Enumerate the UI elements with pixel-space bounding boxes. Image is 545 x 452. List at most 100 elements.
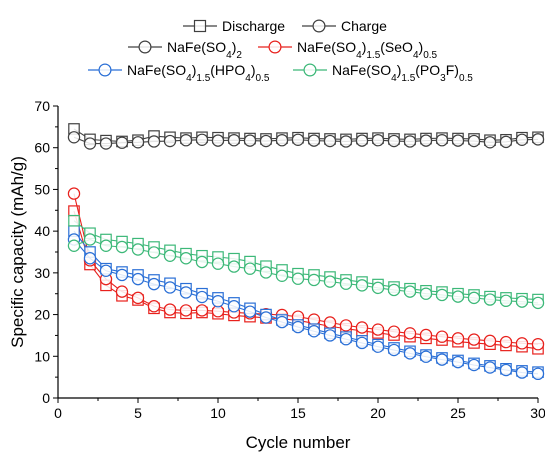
data-point-charge xyxy=(275,134,289,147)
data-point-charge xyxy=(371,340,385,353)
data-point-charge xyxy=(467,333,481,346)
data-point-charge xyxy=(163,281,177,294)
data-point-charge xyxy=(323,329,337,342)
data-point-charge xyxy=(259,311,273,324)
data-point-charge xyxy=(179,134,193,147)
data-point-charge xyxy=(515,366,529,379)
data-point-charge xyxy=(403,347,417,360)
data-point-charge xyxy=(355,279,369,292)
y-tick-label: 50 xyxy=(34,181,50,197)
data-point-charge xyxy=(531,296,545,310)
data-point-charge xyxy=(227,260,241,273)
data-point-charge xyxy=(243,262,257,275)
data-point-charge xyxy=(259,134,273,148)
data-point-charge xyxy=(227,300,241,313)
data-point-charge xyxy=(355,321,369,334)
legend-entry-discharge: Discharge xyxy=(222,18,285,34)
x-tick-label: 30 xyxy=(530,405,545,421)
legend-entry-series-2: NaFe(SO4)1.5(HPO4)0.5 xyxy=(127,62,270,84)
data-point-charge xyxy=(179,304,193,317)
data-point-discharge xyxy=(68,214,80,227)
data-point-charge xyxy=(531,367,545,381)
data-point-charge xyxy=(531,337,545,351)
x-tick-label: 15 xyxy=(290,405,306,421)
data-point-charge xyxy=(467,291,481,305)
data-point-charge xyxy=(243,134,257,147)
data-point-charge xyxy=(355,134,369,147)
data-point-charge xyxy=(419,134,433,147)
data-point-charge xyxy=(115,285,129,298)
data-point-charge xyxy=(307,273,321,287)
data-point-charge xyxy=(499,294,513,308)
legend-marker xyxy=(98,63,112,77)
data-point-charge xyxy=(483,136,497,149)
y-axis-title: Specific capacity (mAh/g) xyxy=(8,156,27,348)
data-point-charge xyxy=(163,249,177,262)
data-point-charge xyxy=(435,353,449,366)
data-point-charge xyxy=(499,335,513,349)
data-point-charge xyxy=(195,290,209,304)
x-tick-label: 5 xyxy=(134,405,142,421)
data-point-charge xyxy=(195,133,209,146)
y-tick-label: 10 xyxy=(34,348,50,364)
legend-marker xyxy=(268,40,282,54)
data-point-charge xyxy=(339,332,353,346)
data-point-charge xyxy=(211,257,225,270)
data-point-charge xyxy=(339,135,353,148)
data-point-charge xyxy=(259,266,273,279)
data-point-charge xyxy=(515,337,529,350)
x-tick-label: 10 xyxy=(210,405,226,421)
data-point-charge xyxy=(275,315,289,329)
data-point-charge xyxy=(435,134,449,147)
data-point-charge xyxy=(499,363,513,377)
data-point-charge xyxy=(195,255,209,269)
y-tick-label: 40 xyxy=(34,223,50,239)
data-point-charge xyxy=(419,287,433,300)
data-point-charge xyxy=(67,131,81,144)
plot-area xyxy=(67,123,545,381)
data-point-charge xyxy=(403,327,417,340)
legend-entry-series-1: NaFe(SO4)1.5(SeO4)0.5 xyxy=(297,39,438,61)
data-point-charge xyxy=(483,293,497,306)
data-point-charge xyxy=(515,295,529,308)
data-point-charge xyxy=(131,291,145,305)
data-point-charge xyxy=(371,281,385,295)
data-point-charge xyxy=(83,233,97,246)
data-point-charge xyxy=(403,285,417,298)
data-point-charge xyxy=(355,336,369,350)
y-tick-label: 30 xyxy=(34,265,50,281)
data-point-charge xyxy=(147,277,161,291)
data-point-charge xyxy=(99,239,113,252)
data-point-charge xyxy=(451,134,465,147)
x-tick-label: 0 xyxy=(54,405,62,421)
y-tick-label: 70 xyxy=(34,98,50,114)
legend: Discharge Charge NaFe(SO4)2 NaFe(SO4)1.5(Se… xyxy=(88,18,473,84)
data-point-charge xyxy=(131,136,145,149)
x-tick-label: 25 xyxy=(450,405,466,421)
data-point-charge xyxy=(163,134,177,148)
data-point-charge xyxy=(83,252,97,265)
series-line-charge xyxy=(73,239,539,375)
series-3 xyxy=(67,214,545,310)
data-point-charge xyxy=(211,295,225,308)
data-point-charge xyxy=(179,252,193,265)
data-point-charge xyxy=(67,187,81,200)
data-point-charge xyxy=(451,355,465,369)
data-point-charge xyxy=(387,283,401,297)
data-point-charge xyxy=(483,361,497,374)
data-point-charge xyxy=(387,134,401,148)
legend-entry-series-3: NaFe(SO4)1.5(PO3F)0.5 xyxy=(332,62,473,84)
data-point-charge xyxy=(499,135,513,149)
series-line-discharge xyxy=(73,220,539,301)
y-tick-label: 20 xyxy=(34,307,50,323)
y-tick-label: 60 xyxy=(34,140,50,156)
legend-marker xyxy=(193,19,207,33)
data-point-charge xyxy=(323,134,337,148)
data-point-charge xyxy=(99,264,113,277)
data-point-charge xyxy=(451,290,465,303)
data-point-charge xyxy=(147,135,161,148)
data-point-charge xyxy=(323,316,337,329)
data-point-charge xyxy=(147,300,161,313)
data-point-charge xyxy=(147,246,161,259)
